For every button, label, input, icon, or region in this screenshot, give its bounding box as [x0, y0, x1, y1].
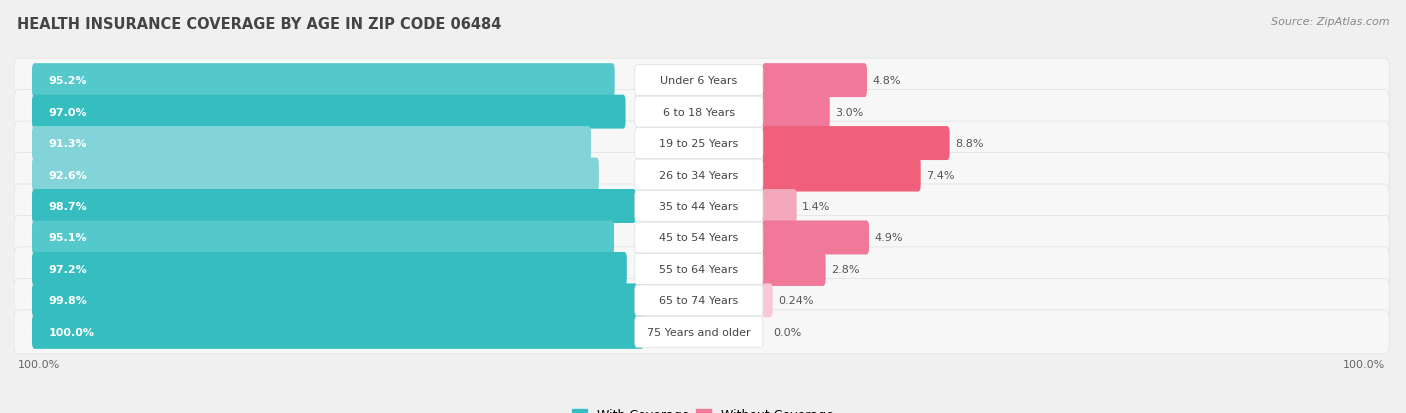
Text: 4.8%: 4.8%: [873, 76, 901, 86]
FancyBboxPatch shape: [14, 90, 1389, 134]
Text: 99.8%: 99.8%: [48, 296, 87, 306]
FancyBboxPatch shape: [14, 247, 1389, 291]
Text: 100.0%: 100.0%: [48, 327, 94, 337]
Text: 7.4%: 7.4%: [927, 170, 955, 180]
FancyBboxPatch shape: [762, 158, 921, 192]
FancyBboxPatch shape: [32, 252, 627, 286]
Text: 45 to 54 Years: 45 to 54 Years: [659, 233, 738, 243]
Text: 0.0%: 0.0%: [773, 327, 801, 337]
FancyBboxPatch shape: [762, 127, 949, 161]
Text: 92.6%: 92.6%: [48, 170, 87, 180]
FancyBboxPatch shape: [14, 310, 1389, 354]
Text: 4.9%: 4.9%: [875, 233, 903, 243]
FancyBboxPatch shape: [762, 284, 773, 318]
Text: HEALTH INSURANCE COVERAGE BY AGE IN ZIP CODE 06484: HEALTH INSURANCE COVERAGE BY AGE IN ZIP …: [17, 17, 502, 31]
FancyBboxPatch shape: [762, 95, 830, 129]
FancyBboxPatch shape: [634, 128, 763, 159]
FancyBboxPatch shape: [14, 59, 1389, 103]
Text: 65 to 74 Years: 65 to 74 Years: [659, 296, 738, 306]
FancyBboxPatch shape: [32, 315, 644, 349]
Text: 100.0%: 100.0%: [1343, 359, 1385, 369]
FancyBboxPatch shape: [634, 254, 763, 285]
FancyBboxPatch shape: [762, 190, 797, 223]
Text: 1.4%: 1.4%: [803, 202, 831, 211]
FancyBboxPatch shape: [634, 223, 763, 253]
Text: 91.3%: 91.3%: [48, 139, 87, 149]
Text: 75 Years and older: 75 Years and older: [647, 327, 751, 337]
Text: 55 to 64 Years: 55 to 64 Years: [659, 264, 738, 274]
FancyBboxPatch shape: [14, 216, 1389, 260]
FancyBboxPatch shape: [762, 64, 868, 98]
FancyBboxPatch shape: [762, 221, 869, 255]
Text: 95.2%: 95.2%: [48, 76, 87, 86]
FancyBboxPatch shape: [634, 317, 763, 347]
Text: 8.8%: 8.8%: [955, 139, 984, 149]
FancyBboxPatch shape: [32, 190, 636, 223]
Legend: With Coverage, Without Coverage: With Coverage, Without Coverage: [567, 404, 839, 413]
Text: 3.0%: 3.0%: [835, 107, 863, 117]
Text: 97.0%: 97.0%: [48, 107, 87, 117]
Text: 19 to 25 Years: 19 to 25 Years: [659, 139, 738, 149]
FancyBboxPatch shape: [14, 185, 1389, 228]
Text: 2.8%: 2.8%: [831, 264, 859, 274]
Text: Under 6 Years: Under 6 Years: [661, 76, 738, 86]
Text: 26 to 34 Years: 26 to 34 Years: [659, 170, 738, 180]
FancyBboxPatch shape: [634, 160, 763, 190]
FancyBboxPatch shape: [32, 221, 614, 255]
Text: 0.24%: 0.24%: [779, 296, 814, 306]
FancyBboxPatch shape: [32, 284, 643, 318]
FancyBboxPatch shape: [32, 127, 591, 161]
FancyBboxPatch shape: [14, 279, 1389, 323]
FancyBboxPatch shape: [634, 191, 763, 222]
FancyBboxPatch shape: [634, 97, 763, 128]
FancyBboxPatch shape: [32, 64, 614, 98]
FancyBboxPatch shape: [32, 158, 599, 192]
Text: 100.0%: 100.0%: [18, 359, 60, 369]
Text: 98.7%: 98.7%: [48, 202, 87, 211]
FancyBboxPatch shape: [634, 66, 763, 96]
Text: 6 to 18 Years: 6 to 18 Years: [662, 107, 735, 117]
FancyBboxPatch shape: [762, 252, 825, 286]
FancyBboxPatch shape: [32, 95, 626, 129]
FancyBboxPatch shape: [14, 153, 1389, 197]
FancyBboxPatch shape: [14, 122, 1389, 166]
Text: 95.1%: 95.1%: [48, 233, 87, 243]
FancyBboxPatch shape: [634, 285, 763, 316]
Text: 97.2%: 97.2%: [48, 264, 87, 274]
Text: Source: ZipAtlas.com: Source: ZipAtlas.com: [1271, 17, 1389, 26]
Text: 35 to 44 Years: 35 to 44 Years: [659, 202, 738, 211]
